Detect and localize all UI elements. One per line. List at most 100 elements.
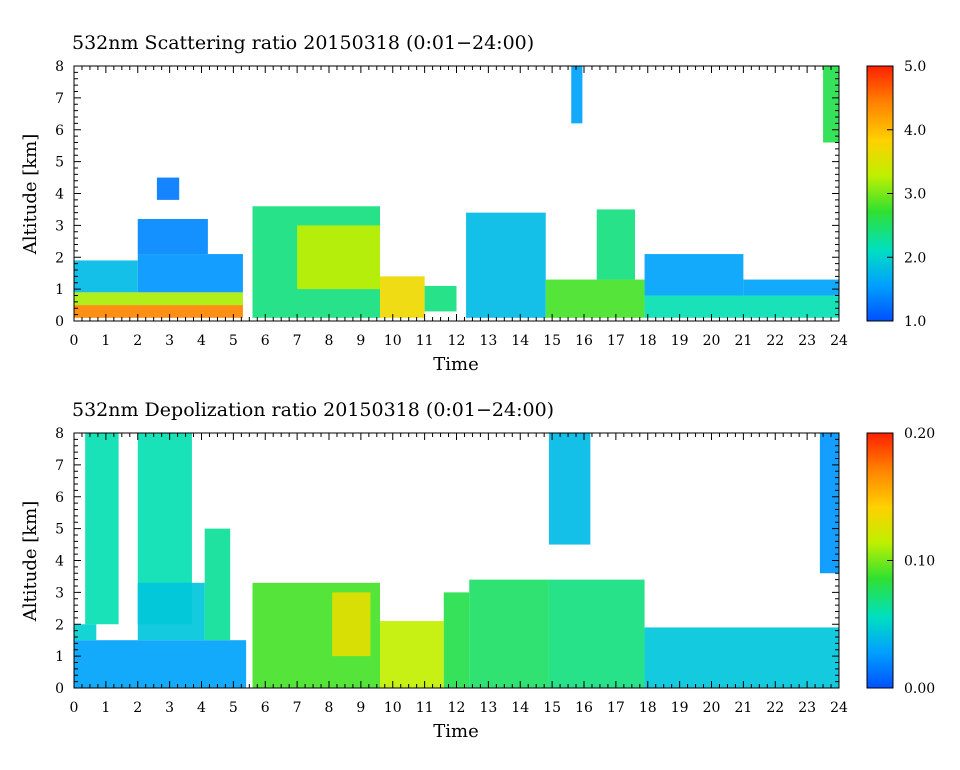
heatmap-cell — [548, 579, 645, 688]
chart-title: 532nm Scattering ratio 20150318 (0:01−24… — [72, 32, 534, 54]
y-tick-label: 4 — [55, 187, 64, 203]
y-tick-label: 0 — [55, 681, 64, 697]
y-tick-label: 1 — [55, 282, 64, 298]
heatmap-cell — [380, 621, 444, 688]
x-tick-label: 6 — [261, 700, 270, 716]
chart-title: 532nm Depolization ratio 20150318 (0:01−… — [72, 399, 554, 421]
x-tick-label: 5 — [229, 700, 238, 716]
colorbar-tick-label: 3.0 — [904, 187, 926, 203]
x-tick-label: 14 — [511, 333, 529, 349]
x-tick-label: 11 — [416, 333, 434, 349]
colorbar-tick-label: 2.0 — [904, 250, 926, 266]
heatmap-cell — [545, 279, 645, 318]
x-tick-label: 23 — [798, 700, 816, 716]
x-tick-label: 18 — [639, 333, 657, 349]
x-tick-label: 10 — [384, 333, 402, 349]
x-tick-label: 22 — [766, 700, 784, 716]
y-tick-label: 5 — [55, 522, 64, 538]
x-tick-label: 4 — [197, 700, 206, 716]
heatmap-cell — [571, 66, 583, 124]
x-tick-label: 22 — [766, 333, 784, 349]
x-tick-label: 20 — [703, 700, 721, 716]
y-tick-label: 4 — [55, 554, 64, 570]
heatmap-cell — [743, 279, 839, 296]
y-tick-label: 2 — [55, 617, 64, 633]
x-tick-label: 0 — [70, 700, 79, 716]
x-tick-label: 7 — [293, 333, 302, 349]
x-tick-label: 17 — [607, 333, 625, 349]
x-tick-label: 15 — [543, 700, 561, 716]
y-tick-label: 7 — [55, 91, 64, 107]
heatmap-cell — [332, 592, 371, 657]
x-tick-label: 2 — [133, 333, 142, 349]
heatmap-cell — [596, 209, 635, 280]
x-axis-ticks: 0 1 2 3 4 5 6 7 8 9 10 11 12 13 14 15 16 17 18 19 20 21 22 23 24 — [70, 433, 848, 716]
x-tick-label: 18 — [639, 700, 657, 716]
heatmap-cell — [380, 276, 425, 318]
x-tick-label: 5 — [229, 333, 238, 349]
x-tick-label: 21 — [734, 333, 752, 349]
x-tick-label: 14 — [511, 700, 529, 716]
y-tick-label: 7 — [55, 458, 64, 474]
x-tick-label: 2 — [133, 700, 142, 716]
y-axis-ticks: 0 1 2 3 4 5 6 7 8 — [55, 426, 839, 697]
x-tick-label: 16 — [575, 333, 593, 349]
x-tick-label: 8 — [325, 333, 334, 349]
heatmap-cell — [137, 219, 208, 255]
x-tick-label: 0 — [70, 333, 79, 349]
colorbar-ticks: 0.00 0.10 0.20 — [887, 426, 935, 697]
plot-area — [74, 433, 839, 688]
x-tick-label: 10 — [384, 700, 402, 716]
heatmap-cell — [469, 579, 549, 688]
x-tick-label: 12 — [448, 700, 466, 716]
heatmap-cell — [74, 260, 138, 293]
y-axis-ticks: 0 1 2 3 4 5 6 7 8 — [55, 59, 839, 330]
y-axis-label: Altitude [km] — [20, 134, 41, 256]
x-tick-label: 1 — [101, 333, 110, 349]
y-tick-label: 3 — [55, 218, 64, 234]
x-tick-label: 9 — [356, 333, 365, 349]
colorbar-tick-label: 0.00 — [904, 681, 935, 697]
colorbar-ticks: 1.0 2.0 3.0 4.0 5.0 — [887, 59, 926, 330]
colorbar-tick-label: 5.0 — [904, 59, 926, 75]
y-tick-label: 3 — [55, 585, 64, 601]
x-axis-label: Time — [433, 354, 478, 375]
heatmap-cell — [644, 254, 744, 296]
heatmap-cell — [819, 433, 839, 574]
x-tick-label: 17 — [607, 700, 625, 716]
x-tick-label: 7 — [293, 700, 302, 716]
x-tick-label: 11 — [416, 700, 434, 716]
heatmap-cell — [156, 177, 180, 200]
x-tick-label: 19 — [671, 333, 689, 349]
x-tick-label: 23 — [798, 333, 816, 349]
heatmap-cell — [204, 528, 231, 641]
y-tick-label: 8 — [55, 426, 64, 442]
y-tick-label: 8 — [55, 59, 64, 75]
x-tick-label: 4 — [197, 333, 206, 349]
y-tick-label: 5 — [55, 155, 64, 171]
colorbar-tick-label: 0.10 — [904, 554, 935, 570]
colorbar-tick-label: 4.0 — [904, 123, 926, 139]
x-tick-label: 13 — [479, 700, 497, 716]
x-tick-label: 3 — [165, 333, 174, 349]
y-tick-label: 6 — [55, 490, 64, 506]
x-axis-label: Time — [433, 721, 478, 742]
x-tick-label: 15 — [543, 333, 561, 349]
panel-scattering: 532nm Scattering ratio 20150318 (0:01−24… — [20, 32, 926, 375]
panel-depolarization: 532nm Depolization ratio 20150318 (0:01−… — [20, 399, 935, 742]
heatmap-cell — [644, 295, 839, 318]
x-tick-label: 9 — [356, 700, 365, 716]
colorbar-tick-label: 1.0 — [904, 314, 926, 330]
heatmap-cell — [297, 225, 380, 290]
x-tick-label: 24 — [830, 333, 848, 349]
y-tick-label: 2 — [55, 250, 64, 266]
colorbar-tick-label: 0.20 — [904, 426, 935, 442]
heatmap-cell — [74, 624, 97, 641]
x-axis-ticks: 0 1 2 3 4 5 6 7 8 9 10 11 12 13 14 15 16 17 18 19 20 21 22 23 24 — [70, 66, 848, 349]
x-tick-label: 8 — [325, 700, 334, 716]
x-tick-label: 19 — [671, 700, 689, 716]
x-tick-label: 20 — [703, 333, 721, 349]
x-tick-label: 16 — [575, 700, 593, 716]
heatmap-cell — [85, 433, 119, 625]
